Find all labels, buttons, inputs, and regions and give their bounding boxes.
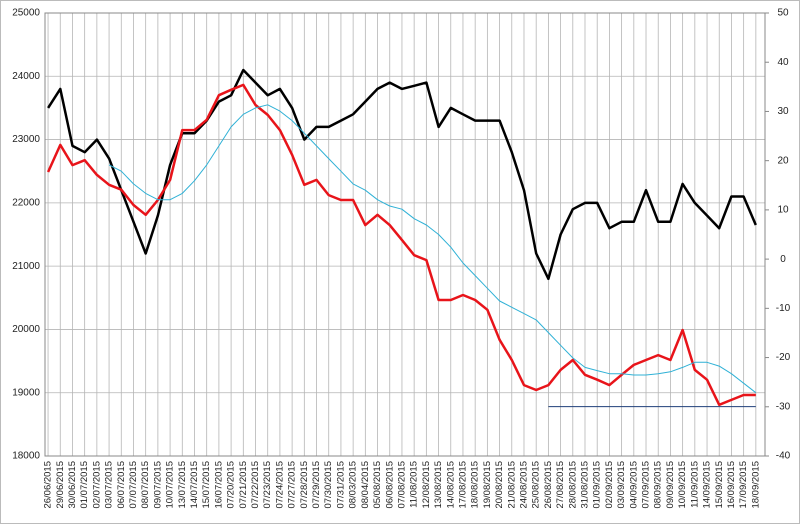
- y-tick-label: 20000: [12, 324, 40, 335]
- x-tick-label: 31/08/2015: [580, 461, 591, 509]
- x-tick-label: 08/04/2015: [360, 461, 371, 509]
- x-tick-label: 27/08/2015: [555, 461, 566, 509]
- y2-tick-label: 50: [777, 8, 789, 19]
- y-tick-label: 23000: [12, 134, 40, 145]
- x-tick-label: 07/30/2015: [323, 461, 334, 509]
- x-tick-label: 15/09/2015: [714, 461, 725, 509]
- x-tick-label: 14/08/2015: [445, 461, 456, 509]
- x-tick-label: 12/08/2015: [421, 461, 432, 509]
- x-tick-label: 26/06/2015: [43, 461, 54, 509]
- x-tick-label: 08/09/2015: [653, 461, 664, 509]
- x-tick-label: 10/07/2015: [165, 461, 176, 509]
- y2-tick-label: 30: [777, 106, 789, 117]
- y2-tick-label: -20: [776, 352, 791, 363]
- series-line: [47, 68, 757, 281]
- x-tick-label: 09/09/2015: [665, 461, 676, 509]
- x-tick-label: 07/07/2015: [128, 461, 139, 509]
- x-tick-label: 11/08/2015: [409, 461, 420, 508]
- x-tick-label: 07/21/2015: [238, 461, 249, 509]
- plot-border: [44, 12, 766, 457]
- y2-tick-label: -10: [776, 303, 791, 314]
- y-tick-label: 22000: [12, 197, 40, 208]
- x-tick-label: 26/08/2015: [543, 461, 554, 509]
- y2-tick-label: -40: [776, 451, 791, 462]
- x-tick-label: 07/29/2015: [311, 461, 322, 509]
- x-tick-label: 07/22/2015: [250, 461, 261, 509]
- x-tick-label: 16/07/2015: [213, 461, 224, 509]
- x-tick-label: 03/07/2015: [104, 461, 115, 509]
- y-tick-label: 24000: [12, 71, 40, 82]
- x-tick-label: 07/31/2015: [335, 461, 346, 509]
- x-tick-label: 14/07/2015: [189, 461, 200, 509]
- x-tick-label: 04/09/2015: [628, 461, 639, 509]
- y2-tick-label: 0: [780, 254, 786, 265]
- x-tick-label: 07/20/2015: [226, 461, 237, 509]
- x-tick-label: 25/08/2015: [531, 461, 542, 509]
- y2-tick-label: -30: [776, 401, 791, 412]
- x-tick-label: 02/07/2015: [91, 461, 102, 509]
- x-tick-label: 11/09/2015: [689, 461, 700, 508]
- x-tick-label: 06/08/2015: [384, 461, 395, 509]
- x-tick-label: 13/08/2015: [433, 461, 444, 509]
- x-tick-label: 14/09/2015: [702, 461, 713, 509]
- x-tick-label: 19/08/2015: [482, 461, 493, 509]
- y-tick-label: 19000: [12, 387, 40, 398]
- x-tick-label: 08/03/2015: [348, 461, 359, 509]
- x-tick-label: 15/07/2015: [201, 461, 212, 509]
- x-tick-label: 18/09/2015: [750, 461, 761, 509]
- x-tick-label: 06/07/2015: [116, 461, 127, 509]
- y2-tick-label: 10: [777, 205, 789, 216]
- x-tick-label: 03/09/2015: [616, 461, 627, 509]
- x-tick-label: 01/09/2015: [592, 461, 603, 509]
- y-tick-label: 18000: [12, 451, 40, 462]
- y2-tick-label: 40: [777, 57, 789, 68]
- x-tick-label: 13/07/2015: [177, 461, 188, 509]
- series-line: [46, 83, 756, 407]
- x-tick-label: 20/08/2015: [494, 461, 505, 509]
- x-tick-label: 16/09/2015: [726, 461, 737, 509]
- x-tick-label: 02/09/2015: [604, 461, 615, 509]
- x-tick-label: 07/27/2015: [287, 461, 298, 509]
- x-tick-label: 07/23/2015: [262, 461, 273, 509]
- x-tick-label: 01/07/2015: [79, 461, 90, 509]
- x-tick-label: 29/06/2015: [55, 461, 66, 509]
- x-tick-label: 07/09/2015: [641, 461, 652, 509]
- x-tick-label: 21/08/2015: [506, 461, 517, 509]
- x-tick-label: 07/08/2015: [396, 461, 407, 509]
- y2-tick-label: 20: [777, 155, 789, 166]
- x-tick-label: 08/07/2015: [140, 461, 151, 509]
- y-tick-label: 25000: [12, 8, 40, 19]
- x-tick-label: 05/08/2015: [372, 461, 383, 509]
- x-tick-label: 07/24/2015: [274, 461, 285, 509]
- x-tick-label: 07/28/2015: [299, 461, 310, 509]
- series-line: [108, 104, 757, 394]
- x-tick-label: 10/09/2015: [677, 461, 688, 509]
- x-tick-label: 28/08/2015: [567, 461, 578, 509]
- x-tick-label: 09/07/2015: [152, 461, 163, 509]
- x-tick-label: 24/08/2015: [518, 461, 529, 509]
- x-tick-label: 30/06/2015: [67, 461, 78, 509]
- x-tick-label: 17/08/2015: [457, 461, 468, 509]
- x-tick-label: 18/08/2015: [470, 461, 481, 509]
- y-tick-label: 21000: [12, 261, 40, 272]
- x-tick-label: 17/09/2015: [738, 461, 749, 509]
